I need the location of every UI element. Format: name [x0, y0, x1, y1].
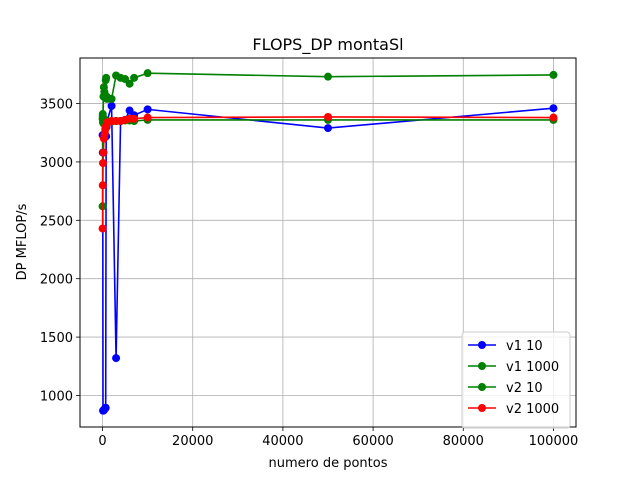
legend-swatch-marker — [478, 383, 486, 391]
data-point-v2-1000 — [98, 181, 107, 190]
legend: v1 10 v1 1000 v2 10 v2 1000 — [461, 331, 571, 429]
y-tick-label: 3500 — [40, 98, 73, 113]
data-point-v1-10 — [112, 354, 121, 363]
y-axis-label: DP MFLOP/s — [15, 203, 30, 280]
legend-box — [461, 331, 571, 429]
data-point-v1-10 — [143, 105, 152, 114]
x-tick-label: 40000 — [262, 434, 303, 449]
legend-label: v1 10 — [506, 339, 543, 354]
data-point-v2-1000 — [143, 113, 152, 122]
data-point-v2-1000 — [549, 113, 558, 122]
chart-title: FLOPS_DP montaSl — [252, 35, 403, 55]
data-point-v2-10 — [143, 69, 152, 78]
legend-swatch-marker — [478, 404, 486, 412]
data-point-v2-10 — [125, 79, 134, 88]
x-tick-label: 80000 — [443, 434, 484, 449]
legend-label: v2 10 — [506, 381, 543, 396]
x-tick-label: 100000 — [529, 434, 579, 449]
y-tick-label: 3000 — [40, 156, 73, 171]
series-group — [98, 69, 558, 415]
data-point-v1-10 — [107, 101, 116, 110]
data-point-v2-10 — [549, 70, 558, 79]
data-point-v1-10 — [324, 124, 332, 133]
data-point-v1-10 — [549, 104, 558, 113]
legend-label: v1 1000 — [506, 360, 559, 375]
data-point-v2-10 — [107, 94, 116, 103]
data-point-v2-10 — [102, 73, 111, 82]
y-tick-label: 1000 — [40, 389, 73, 404]
data-point-v2-1000 — [130, 114, 139, 123]
data-point-v2-10 — [324, 72, 332, 81]
data-point-v2-1000 — [324, 112, 332, 121]
data-point-v1-10 — [101, 403, 110, 412]
data-point-v2-1000 — [98, 224, 107, 233]
x-tick-label: 0 — [98, 434, 106, 449]
x-tick-label: 60000 — [352, 434, 393, 449]
plot-area — [98, 69, 558, 415]
legend-label: v2 1000 — [506, 402, 559, 417]
y-tick-label: 2000 — [40, 273, 73, 288]
x-tick-label: 20000 — [172, 434, 213, 449]
data-point-v2-10 — [130, 73, 139, 82]
axis-ticks: 0 20000 40000 60000 80000 100000 1000 1500 2000 2… — [40, 98, 578, 449]
legend-swatch-marker — [478, 341, 486, 349]
data-point-v2-1000 — [98, 159, 107, 168]
legend-swatch-marker — [478, 362, 486, 370]
y-tick-label: 1500 — [40, 331, 73, 346]
data-point-v2-1000 — [99, 148, 108, 157]
plot-frame — [79, 57, 577, 428]
x-axis-label: numero de pontos — [269, 456, 388, 471]
y-tick-label: 2500 — [40, 214, 73, 229]
